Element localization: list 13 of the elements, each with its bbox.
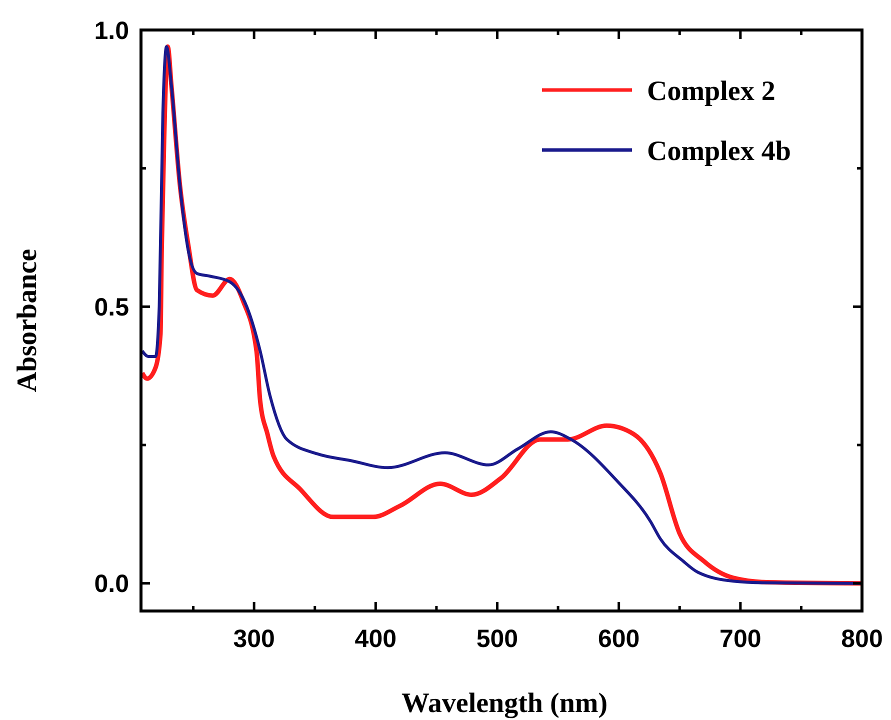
y-tick-label: 1.0 <box>94 16 129 45</box>
x-tick-label: 700 <box>720 625 762 653</box>
x-tick-label: 300 <box>233 625 275 653</box>
x-tick-label: 600 <box>598 625 640 653</box>
y-tick-label: 0.5 <box>94 293 130 322</box>
x-tick-label: 400 <box>354 625 397 653</box>
x-axis-title: Wavelength (nm) <box>401 688 608 719</box>
y-axis-title: Absorbance <box>12 248 43 392</box>
x-tick-label: 800 <box>841 625 883 653</box>
y-tick-label: 0.0 <box>94 570 129 598</box>
legend-label: Complex 2 <box>647 76 776 107</box>
x-tick-label: 500 <box>476 625 518 653</box>
legend-label: Complex 4b <box>647 136 791 167</box>
